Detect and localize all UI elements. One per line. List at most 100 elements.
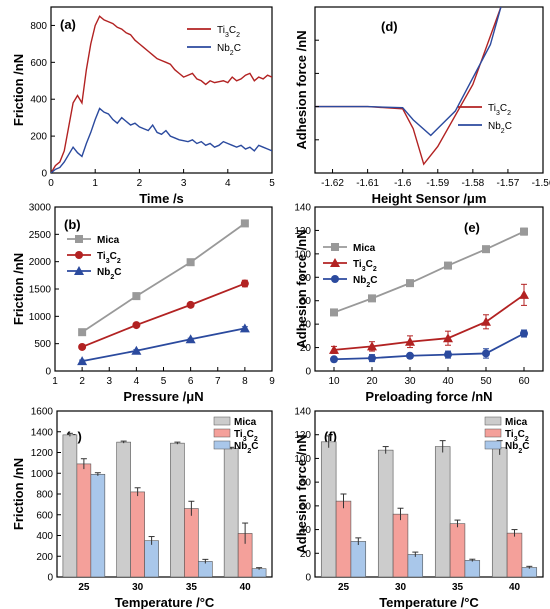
y-tick-label: 800 bbox=[36, 490, 53, 501]
bar bbox=[434, 446, 451, 577]
panel-e: (e) 10 20 30 40 50 60 0 20 40 60 80 100 120 140 Preload… bbox=[294, 203, 544, 404]
series-line bbox=[315, 7, 502, 166]
legend-label: Nb2C bbox=[353, 275, 377, 289]
y-axis-title: Friction /nN bbox=[11, 253, 26, 325]
bar bbox=[62, 434, 78, 577]
data-point bbox=[520, 329, 528, 338]
x-axis-title: Temperature /°C bbox=[115, 595, 215, 609]
data-point bbox=[519, 289, 529, 299]
x-axis-title: Time /s bbox=[139, 191, 184, 206]
y-tick-label: 80 bbox=[300, 478, 312, 489]
y-tick-label: 1500 bbox=[29, 285, 52, 296]
y-tick-label: 20 bbox=[300, 343, 312, 354]
x-tick-label: 40 bbox=[442, 376, 454, 387]
y-tick-label: 120 bbox=[294, 226, 311, 237]
y-tick-label: 1000 bbox=[31, 469, 54, 480]
data-point bbox=[520, 227, 528, 236]
legend-swatch bbox=[484, 440, 502, 450]
legend-label: Ti3C2 bbox=[97, 251, 121, 265]
series-line bbox=[81, 327, 246, 363]
series-line bbox=[333, 332, 525, 361]
legend-marker bbox=[75, 235, 83, 243]
plot-area bbox=[51, 15, 272, 173]
plot-area bbox=[329, 227, 529, 364]
bar bbox=[506, 532, 523, 577]
legend-label: Nb2C bbox=[488, 121, 512, 135]
series-line bbox=[51, 15, 272, 173]
bar bbox=[251, 568, 267, 577]
bar bbox=[130, 491, 145, 577]
x-tick-label: -1.6 bbox=[394, 178, 412, 189]
x-tick-label: 3 bbox=[181, 178, 187, 189]
data-point bbox=[481, 316, 491, 326]
x-tick-label: 35 bbox=[452, 582, 464, 593]
y-axis-title: Adhesion force /nN bbox=[294, 434, 309, 553]
panel-letter: (b) bbox=[64, 217, 81, 232]
bar bbox=[184, 508, 199, 577]
y-tick-label: 80 bbox=[300, 273, 312, 284]
panel-a: (a) 0 1 2 3 4 5 0 200 400 600 800 Time /s Friction /n… bbox=[11, 6, 275, 206]
legend-label: Mica bbox=[234, 417, 257, 428]
data-point bbox=[77, 356, 88, 366]
y-tick-label: 1600 bbox=[31, 407, 54, 418]
bar bbox=[170, 442, 185, 577]
x-tick-label: 0 bbox=[48, 178, 54, 189]
y-tick-label: 200 bbox=[30, 132, 47, 143]
y-tick-label: 60 bbox=[300, 296, 312, 307]
legend-label: Nb2C bbox=[217, 43, 241, 57]
y-tick-label: 1000 bbox=[29, 312, 52, 323]
bar bbox=[350, 541, 367, 577]
x-tick-label: 25 bbox=[338, 582, 350, 593]
data-point bbox=[239, 323, 250, 333]
data-point bbox=[405, 336, 415, 346]
legend-label: Ti3C2 bbox=[353, 259, 377, 273]
data-point bbox=[368, 354, 376, 363]
bar bbox=[491, 447, 508, 577]
y-tick-label: 1400 bbox=[31, 427, 54, 438]
y-tick-label: 40 bbox=[300, 320, 312, 331]
data-point bbox=[240, 219, 249, 228]
data-point bbox=[367, 341, 377, 351]
panel-d: (d) -1.62 -1.61 -1.6 -1.59 -1.58 -1.57 -1.56 Hei… bbox=[294, 6, 550, 206]
x-axis-title: Pressure /μN bbox=[123, 389, 203, 404]
data-point bbox=[330, 308, 338, 317]
plot-frame bbox=[314, 206, 544, 372]
data-point bbox=[185, 334, 196, 344]
x-tick-label: 1 bbox=[92, 178, 98, 189]
y-tick-label: 600 bbox=[36, 510, 53, 521]
x-tick-label: 40 bbox=[509, 582, 521, 593]
y-axis-title: Friction /nN bbox=[11, 458, 26, 530]
y-tick-label: 140 bbox=[294, 407, 311, 418]
data-point bbox=[444, 350, 452, 359]
y-tick-label: 40 bbox=[300, 525, 312, 536]
legend-marker bbox=[74, 266, 84, 275]
x-axis-title: Temperature /°C bbox=[379, 595, 479, 609]
panel-letter: (f) bbox=[324, 429, 337, 444]
y-tick-label: 200 bbox=[36, 552, 53, 563]
data-point bbox=[482, 349, 490, 358]
x-axis-title: Height Sensor /μm bbox=[372, 191, 487, 206]
x-tick-label: 1 bbox=[52, 376, 58, 387]
x-tick-label: 60 bbox=[518, 376, 530, 387]
data-point bbox=[131, 345, 142, 355]
legend-swatch bbox=[213, 440, 231, 450]
data-point bbox=[132, 321, 141, 330]
y-tick-label: 0 bbox=[305, 367, 311, 378]
bar bbox=[449, 523, 466, 577]
x-tick-label: 25 bbox=[78, 582, 90, 593]
panel-c: (c)2530354002004006008001000120014001600… bbox=[11, 407, 273, 609]
plot-area bbox=[320, 435, 538, 577]
series-line bbox=[51, 107, 272, 173]
bar bbox=[76, 463, 92, 577]
x-axis-title: Preloading force /nN bbox=[365, 389, 492, 404]
legend-marker bbox=[331, 243, 339, 251]
data-point bbox=[78, 342, 87, 351]
legend-label: Mica bbox=[505, 417, 528, 428]
x-tick-label: 2 bbox=[79, 376, 85, 387]
data-point bbox=[406, 351, 414, 360]
y-tick-label: 2500 bbox=[29, 230, 52, 241]
x-tick-label: 30 bbox=[395, 582, 407, 593]
legend-swatch bbox=[213, 416, 231, 426]
data-point bbox=[78, 328, 87, 337]
bar bbox=[90, 473, 106, 577]
